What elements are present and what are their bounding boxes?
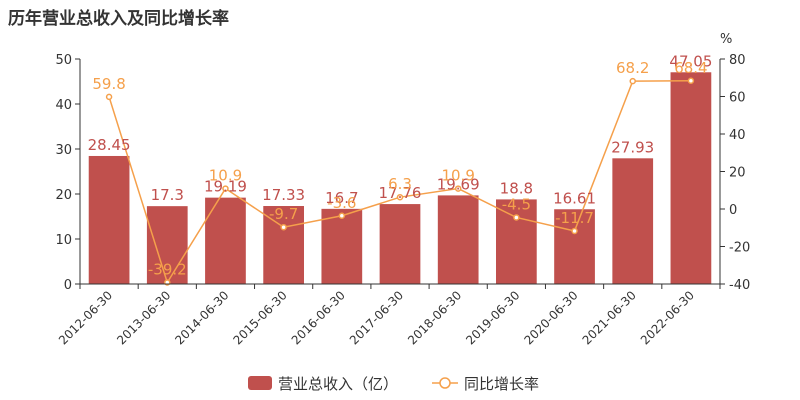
bar <box>554 209 595 284</box>
right-tick-label: 60 <box>729 91 746 106</box>
bar-series <box>88 72 712 285</box>
bar-data-label: 28.45 <box>88 136 131 154</box>
line-point <box>105 93 113 101</box>
bar-data-label: 47.05 <box>669 52 712 70</box>
line-point <box>396 193 404 201</box>
bar-data-label: 19.19 <box>204 178 247 196</box>
line-data-label: -39.2 <box>148 261 187 279</box>
x-tick-label: 2017-06-30 <box>347 288 406 347</box>
line-data-label: -3.6 <box>327 194 356 212</box>
bar <box>437 195 479 284</box>
left-tick-label: 50 <box>55 53 72 68</box>
right-tick-label: 80 <box>729 53 746 68</box>
line-data-label: 68.4 <box>674 59 707 77</box>
bar-data-label: 18.8 <box>500 179 533 197</box>
bar <box>205 197 246 284</box>
bar <box>496 199 537 284</box>
x-tick-label: 2012-06-30 <box>56 288 115 347</box>
legend-bar-label: 营业总收入（亿） <box>278 375 398 393</box>
bar-data-label: 17.3 <box>151 186 184 204</box>
bar-data-label: 16.7 <box>325 189 358 207</box>
right-tick-label: 0 <box>729 203 737 218</box>
right-tick-label: -40 <box>729 278 750 293</box>
bar <box>670 72 712 285</box>
x-tick-label: 2016-06-30 <box>289 288 348 347</box>
x-tick-label: 2022-06-30 <box>638 288 697 347</box>
line-point <box>687 77 695 84</box>
bar-data-label: 16.61 <box>553 189 596 207</box>
left-y-axis: 0 10 20 30 40 50 <box>55 53 81 293</box>
line-data-label: 10.9 <box>441 167 474 185</box>
right-tick-label: 40 <box>729 128 746 143</box>
line-data-label: -4.5 <box>502 195 531 213</box>
left-tick-label: 10 <box>55 233 72 248</box>
bar-data-label: 27.93 <box>611 138 654 156</box>
left-tick-label: 40 <box>55 98 72 113</box>
chart-title: 历年营业总收入及同比增长率 <box>8 9 229 29</box>
line-data-label: 59.8 <box>92 75 125 93</box>
line-point <box>571 227 578 235</box>
bar <box>321 208 363 284</box>
bar-data-label: 17.33 <box>262 186 305 204</box>
line-data-label: -9.7 <box>269 205 298 223</box>
right-axis-unit: % <box>720 32 732 47</box>
x-tick-label: 2021-06-30 <box>580 288 639 347</box>
left-tick-label: 20 <box>55 188 72 203</box>
x-tick-label: 2015-06-30 <box>231 288 290 347</box>
line-series <box>105 77 695 286</box>
left-tick-label: 0 <box>64 278 72 293</box>
line-point <box>280 223 287 231</box>
bar <box>612 158 654 284</box>
bar <box>379 204 421 284</box>
line-data-labels: 59.8 -39.2 10.9 -9.7 -3.6 6.3 10.9 -4.5 -11.7 68.… <box>92 59 707 279</box>
x-tick-label: 2018-06-30 <box>405 288 464 347</box>
legend-line-label: 同比增长率 <box>464 375 539 393</box>
x-tick-label: 2020-06-30 <box>521 288 580 347</box>
line-point <box>513 214 520 221</box>
right-tick-label: -20 <box>729 241 750 256</box>
left-tick-label: 30 <box>55 143 72 158</box>
legend-bar-swatch <box>248 376 272 390</box>
line-point <box>338 212 346 219</box>
bar-data-label: 19.69 <box>437 175 480 193</box>
x-tick-label: 2014-06-30 <box>172 288 231 347</box>
right-tick-label: 20 <box>729 166 746 181</box>
line-point <box>454 185 462 192</box>
line-point <box>629 77 636 85</box>
bar-data-label: 17.76 <box>379 184 422 202</box>
bar-data-labels: 28.45 17.3 19.19 17.33 16.7 17.76 19.69 18.8 16.… <box>88 52 713 207</box>
bar <box>146 206 188 284</box>
x-axis: 2012-06-302013-06-302014-06-302015-06-30… <box>56 283 721 347</box>
right-y-axis: -40 -20 0 20 40 60 80% <box>719 32 750 293</box>
line-data-label: 6.3 <box>388 175 412 193</box>
x-tick-label: 2013-06-30 <box>114 288 173 347</box>
line-data-label: -11.7 <box>555 209 594 227</box>
bar <box>88 155 130 284</box>
legend[interactable]: 营业总收入（亿） 同比增长率 <box>248 375 539 393</box>
line-data-label: 68.2 <box>616 59 649 77</box>
legend-line-marker <box>439 377 451 389</box>
line-point <box>222 185 229 192</box>
x-tick-label: 2019-06-30 <box>463 288 522 347</box>
line-data-label: 10.9 <box>209 167 242 185</box>
